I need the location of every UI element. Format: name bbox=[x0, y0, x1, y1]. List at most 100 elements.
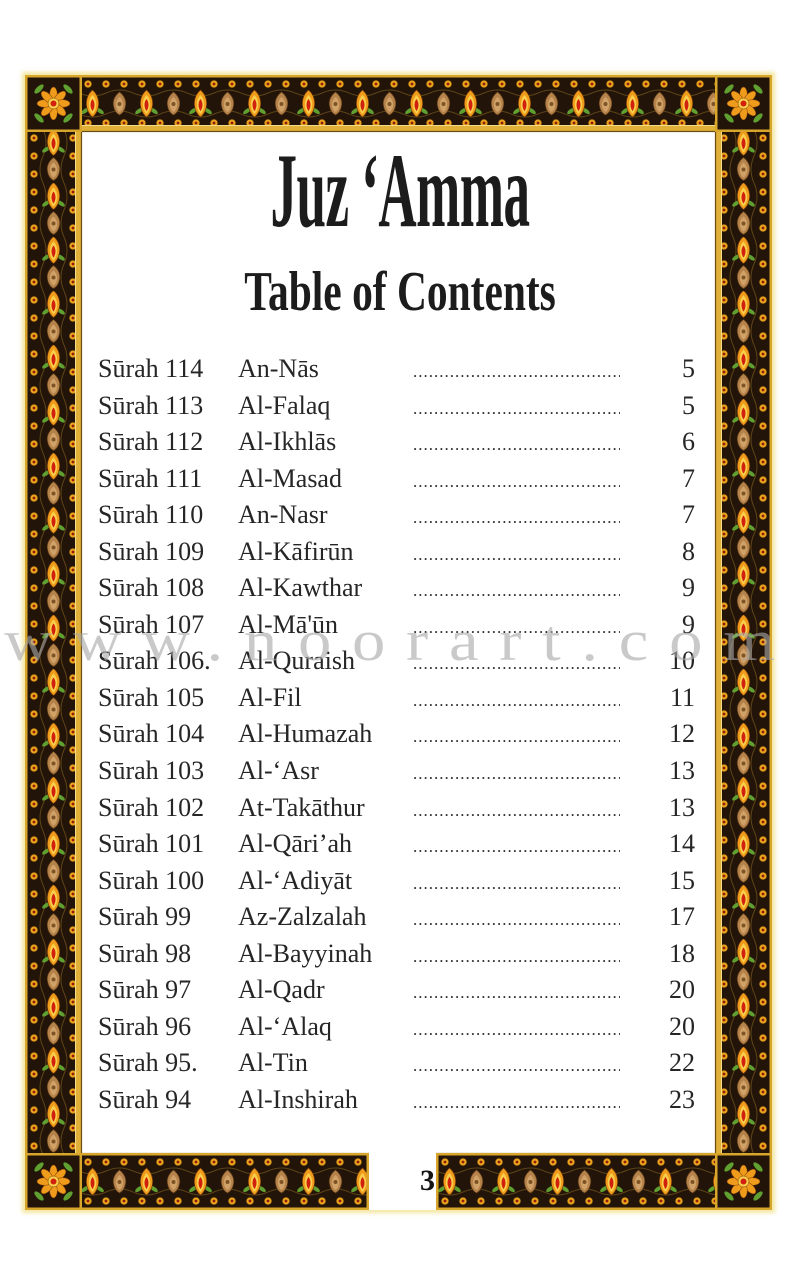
toc-dot-leader: ........................................… bbox=[413, 398, 620, 418]
toc-dot-leader: ........................................… bbox=[413, 508, 620, 528]
toc-page-number: 14 bbox=[669, 829, 695, 859]
toc-page-number: 9 bbox=[682, 573, 695, 603]
toc-dot-leader: ........................................… bbox=[413, 800, 620, 820]
toc-dot-leader: ........................................… bbox=[413, 1056, 620, 1076]
toc-surah-label: Sūrah 97 bbox=[98, 975, 192, 1005]
toc-row: Sūrah 107 Al-Mā'ūn.......................… bbox=[98, 607, 695, 644]
toc-surah-label: Sūrah 99 bbox=[98, 902, 192, 932]
toc-surah-name: Al-Qāri’ah bbox=[238, 829, 353, 859]
toc-surah-label: Sūrah 100 bbox=[98, 865, 205, 895]
table-of-contents: Sūrah 114 An-Nās.........................… bbox=[98, 351, 695, 1118]
toc-row: Sūrah 98 Al-Bayyinah.....................… bbox=[98, 936, 695, 973]
toc-surah-label: Sūrah 111 bbox=[98, 463, 203, 493]
toc-dot-leader: ........................................… bbox=[413, 764, 620, 784]
toc-surah-name: Al-Qadr bbox=[238, 975, 325, 1005]
toc-page-number: 7 bbox=[682, 463, 695, 493]
toc-page-number: 5 bbox=[682, 390, 695, 420]
toc-surah-name: Al-Mā'ūn bbox=[238, 609, 339, 639]
toc-surah-name: Al-Fil bbox=[238, 682, 302, 712]
toc-surah-label: Sūrah 105 bbox=[98, 682, 205, 712]
page-number: 3 bbox=[420, 1164, 435, 1197]
toc-row: Sūrah 106. Al-Quraish....................… bbox=[98, 643, 695, 680]
toc-dot-leader: ........................................… bbox=[413, 435, 620, 455]
toc-row: Sūrah 108 Al-Kawthar.....................… bbox=[98, 570, 695, 607]
toc-surah-name: An-Nasr bbox=[238, 500, 328, 530]
toc-dot-leader: ........................................… bbox=[413, 1019, 620, 1039]
toc-page-number: 9 bbox=[682, 609, 695, 639]
toc-surah-label: Sūrah 103 bbox=[98, 756, 205, 786]
toc-page-number: 12 bbox=[669, 719, 695, 749]
toc-page-number: 13 bbox=[669, 756, 695, 786]
toc-dot-leader: ........................................… bbox=[413, 873, 620, 893]
toc-surah-label: Sūrah 106. bbox=[98, 646, 211, 676]
toc-surah-label: Sūrah 113 bbox=[98, 390, 204, 420]
toc-page-number: 11 bbox=[669, 682, 695, 712]
toc-dot-leader: ........................................… bbox=[413, 690, 620, 710]
toc-surah-label: Sūrah 94 bbox=[98, 1084, 192, 1114]
toc-page-number: 18 bbox=[669, 938, 695, 968]
toc-row: Sūrah 99 Az-Zalzalah.....................… bbox=[98, 899, 695, 936]
toc-dot-leader: ........................................… bbox=[413, 654, 620, 674]
toc-dot-leader: ........................................… bbox=[413, 362, 620, 381]
toc-row: Sūrah 113 Al-Falaq.......................… bbox=[98, 388, 695, 425]
toc-page-number: 20 bbox=[669, 975, 695, 1005]
toc-page-number: 23 bbox=[669, 1084, 695, 1114]
toc-dot-leader: ........................................… bbox=[413, 910, 620, 930]
toc-surah-label: Sūrah 108 bbox=[98, 573, 205, 603]
toc-surah-name: Al-Humazah bbox=[238, 719, 373, 749]
toc-dot-leader: ........................................… bbox=[413, 727, 620, 747]
toc-surah-name: Al-Inshirah bbox=[238, 1084, 358, 1114]
toc-row: Sūrah 111 Al-Masad.......................… bbox=[98, 461, 695, 498]
toc-surah-name: Al-‘Adiyāt bbox=[238, 865, 353, 895]
toc-surah-label: Sūrah 107 bbox=[98, 609, 205, 639]
toc-row: Sūrah 95. Al-Tin.........................… bbox=[98, 1045, 695, 1082]
page-title: Juz ‘Amma bbox=[270, 132, 530, 249]
toc-surah-name: Al-‘Asr bbox=[238, 756, 319, 786]
toc-row: Sūrah 114 An-Nās.........................… bbox=[98, 351, 695, 388]
toc-dot-leader: ........................................… bbox=[413, 617, 620, 637]
toc-row: Sūrah 104 Al-Humazah.....................… bbox=[98, 716, 695, 753]
toc-surah-label: Sūrah 95. bbox=[98, 1048, 198, 1078]
toc-row: Sūrah 109 Al-Kāfirūn.....................… bbox=[98, 534, 695, 571]
toc-page-number: 13 bbox=[669, 792, 695, 822]
toc-surah-name: Al-Kāfirūn bbox=[238, 536, 354, 566]
toc-page-number: 17 bbox=[669, 902, 695, 932]
toc-surah-label: Sūrah 112 bbox=[98, 427, 204, 457]
toc-page-number: 7 bbox=[682, 500, 695, 530]
ornamental-border bbox=[25, 75, 772, 1210]
toc-surah-name: Al-Falaq bbox=[238, 390, 331, 420]
toc-surah-name: An-Nās bbox=[238, 354, 319, 383]
toc-row: Sūrah 102 At-Takāthur....................… bbox=[98, 790, 695, 827]
toc-surah-label: Sūrah 110 bbox=[98, 500, 204, 530]
toc-row: Sūrah 97 Al-Qadr.........................… bbox=[98, 972, 695, 1009]
toc-page-number: 8 bbox=[682, 536, 695, 566]
toc-surah-name: Al-Kawthar bbox=[238, 573, 363, 603]
toc-dot-leader: ........................................… bbox=[413, 581, 620, 601]
toc-surah-name: Al-Masad bbox=[238, 463, 342, 493]
toc-dot-leader: ........................................… bbox=[413, 946, 620, 966]
toc-page-number: 15 bbox=[669, 865, 695, 895]
toc-dot-leader: ........................................… bbox=[413, 837, 620, 857]
toc-surah-label: Sūrah 96 bbox=[98, 1011, 192, 1041]
toc-surah-label: Sūrah 98 bbox=[98, 938, 192, 968]
toc-surah-name: Al-Tin bbox=[238, 1048, 308, 1078]
toc-surah-label: Sūrah 104 bbox=[98, 719, 205, 749]
toc-page-number: 22 bbox=[669, 1048, 695, 1078]
toc-dot-leader: ........................................… bbox=[413, 983, 620, 1003]
toc-surah-name: Al-Ikhlās bbox=[238, 427, 337, 457]
toc-row: Sūrah 110 An-Nasr........................… bbox=[98, 497, 695, 534]
toc-surah-name: Az-Zalzalah bbox=[238, 902, 367, 932]
toc-row: Sūrah 105 Al-Fil.........................… bbox=[98, 680, 695, 717]
toc-row: Sūrah 94 Al-Inshirah.....................… bbox=[98, 1082, 695, 1119]
toc-surah-name: Al-Quraish bbox=[238, 646, 355, 676]
toc-surah-label: Sūrah 102 bbox=[98, 792, 205, 822]
toc-dot-leader: ........................................… bbox=[413, 471, 620, 491]
toc-dot-leader: ........................................… bbox=[413, 544, 620, 564]
toc-page-number: 5 bbox=[682, 354, 695, 383]
toc-surah-name: Al-‘Alaq bbox=[238, 1011, 332, 1041]
toc-surah-label: Sūrah 114 bbox=[98, 354, 204, 383]
toc-page-number: 10 bbox=[669, 646, 695, 676]
toc-row: Sūrah 103 Al-‘Asr........................… bbox=[98, 753, 695, 790]
toc-surah-label: Sūrah 109 bbox=[98, 536, 205, 566]
